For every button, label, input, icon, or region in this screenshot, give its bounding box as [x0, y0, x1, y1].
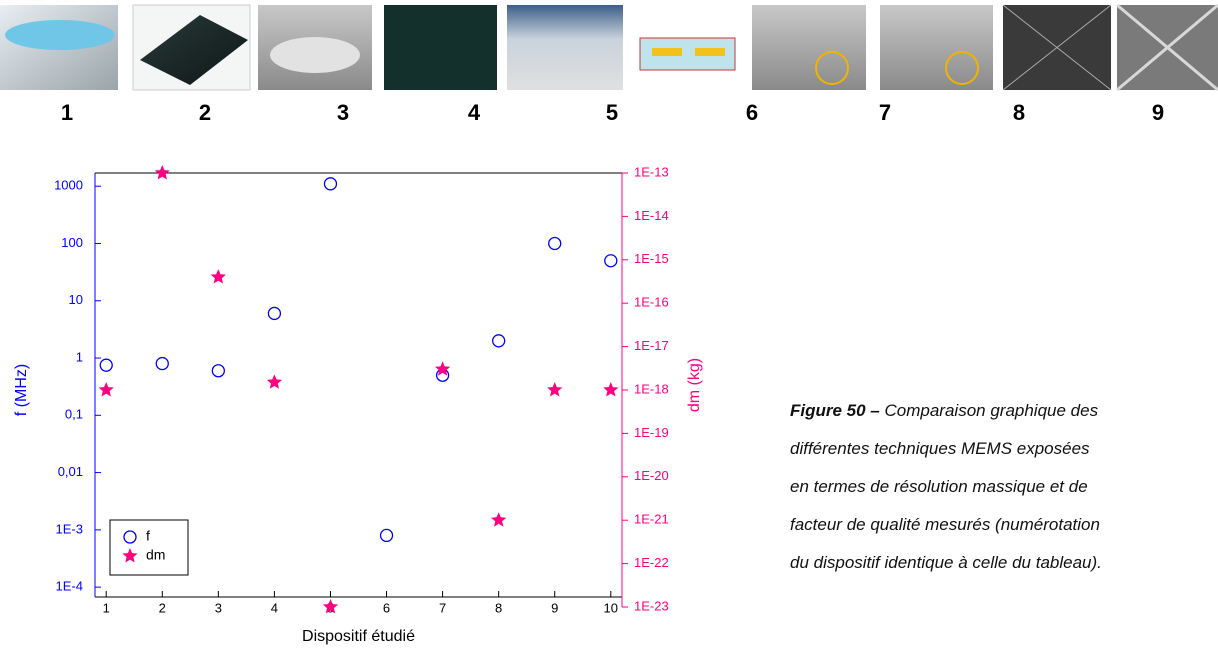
y2-tick-label: 1E-16 [634, 295, 669, 310]
circle-marker [123, 530, 137, 544]
star-marker [435, 361, 451, 376]
star-marker [210, 269, 226, 284]
star-marker [122, 548, 138, 563]
circle-marker [492, 334, 506, 348]
y2-tick-label: 1E-13 [634, 164, 669, 179]
circle-marker [99, 358, 113, 372]
star-marker [98, 382, 114, 397]
thumbnail-shape [270, 37, 360, 73]
y-tick-label: 1000 [54, 178, 83, 193]
y2-tick-label: 1E-18 [634, 381, 669, 396]
x-tick-label: 3 [215, 600, 222, 615]
y-tick-label: 1 [76, 349, 83, 364]
x-tick-label: 6 [383, 600, 390, 615]
circle-marker [379, 528, 394, 543]
x-tick-label: 9 [551, 600, 558, 615]
x-tick-label: 1 [103, 600, 110, 615]
thumbnail-shape [945, 51, 979, 85]
y2-tick-label: 1E-21 [634, 512, 669, 527]
y2-tick-label: 1E-15 [634, 251, 669, 266]
thumbnail-shape [140, 15, 248, 85]
legend-box [109, 519, 189, 576]
thumbnail-shape [1002, 4, 1112, 91]
circle-marker [323, 177, 338, 191]
figure-number: 6 [746, 100, 758, 125]
thumbnail [880, 5, 993, 90]
figure-number: 5 [606, 100, 618, 125]
y2-tick-label: 1E-17 [634, 338, 669, 353]
legend-label: f [146, 528, 150, 544]
x-tick-label: 2 [159, 600, 166, 615]
figure-number: 4 [468, 100, 481, 125]
star-marker [547, 382, 563, 397]
y2-tick-label: 1E-14 [634, 208, 669, 223]
thumbnail-shape [815, 51, 849, 85]
x-tick-label: 8 [495, 600, 502, 615]
y-tick-label: 100 [61, 235, 83, 250]
star-marker [603, 382, 619, 397]
figure-number: 1 [61, 100, 73, 125]
caption: Figure 50 – Comparaison graphique des di… [790, 392, 1218, 582]
caption-line: Comparaison graphique des [884, 401, 1099, 420]
figure-number: 2 [199, 100, 211, 125]
star-marker [154, 165, 170, 180]
legend-label: dm [146, 547, 165, 563]
y2-tick-label: 1E-19 [634, 425, 669, 440]
x-axis-label: Dispositif étudié [302, 628, 415, 645]
thumbnail-shape [652, 48, 682, 56]
y-tick-label: 1E-3 [56, 521, 83, 536]
caption-line: facteur de qualité mesurés (numérotation [790, 515, 1100, 534]
y2-axis-label: dm (kg) [686, 358, 703, 412]
chart: 1E-4 1E-3 0,01 0,1 1 10 100 1000 1E-23 1E-22 1E-21… [13, 164, 703, 645]
thumbnail-shape [5, 20, 115, 50]
x-tick-label: 7 [439, 600, 446, 615]
figure-number: 3 [337, 100, 349, 125]
thumbnail-shape [1116, 3, 1218, 92]
y2-tick-label: 1E-20 [634, 468, 669, 483]
y2-tick-label: 1E-23 [634, 598, 669, 613]
circle-marker [548, 236, 562, 251]
circle-marker [155, 356, 169, 371]
y2-tick-label: 1E-22 [634, 555, 669, 570]
circle-marker [211, 364, 225, 378]
star-marker [322, 599, 339, 614]
x-tick-label: 10 [604, 600, 618, 615]
x-tick-label: 4 [271, 600, 278, 615]
y-tick-label: 0,01 [58, 464, 83, 479]
caption-line: en termes de résolution massique et de [790, 477, 1088, 496]
figure-number: 8 [1013, 100, 1025, 125]
thumbnail [507, 5, 623, 90]
y-tick-label: 1E-4 [56, 579, 83, 594]
y-tick-label: 10 [69, 292, 83, 307]
y-axis-label: f (MHz) [13, 364, 30, 416]
caption-label: Figure 50 – [790, 401, 880, 420]
star-marker [491, 512, 507, 527]
caption-line: différentes techniques MEMS exposées [790, 439, 1090, 458]
figure-number: 9 [1152, 100, 1164, 125]
circle-marker [604, 254, 618, 268]
caption-line: du dispositif identique à celle du table… [790, 553, 1102, 572]
thumbnail-shape [695, 48, 725, 56]
circle-marker [267, 306, 282, 321]
figure-number: 7 [879, 100, 891, 125]
y-tick-label: 0,1 [65, 407, 83, 422]
thumbnails [0, 3, 1218, 92]
thumbnail [384, 5, 497, 90]
thumbnail [752, 5, 866, 90]
star-marker [266, 374, 282, 389]
